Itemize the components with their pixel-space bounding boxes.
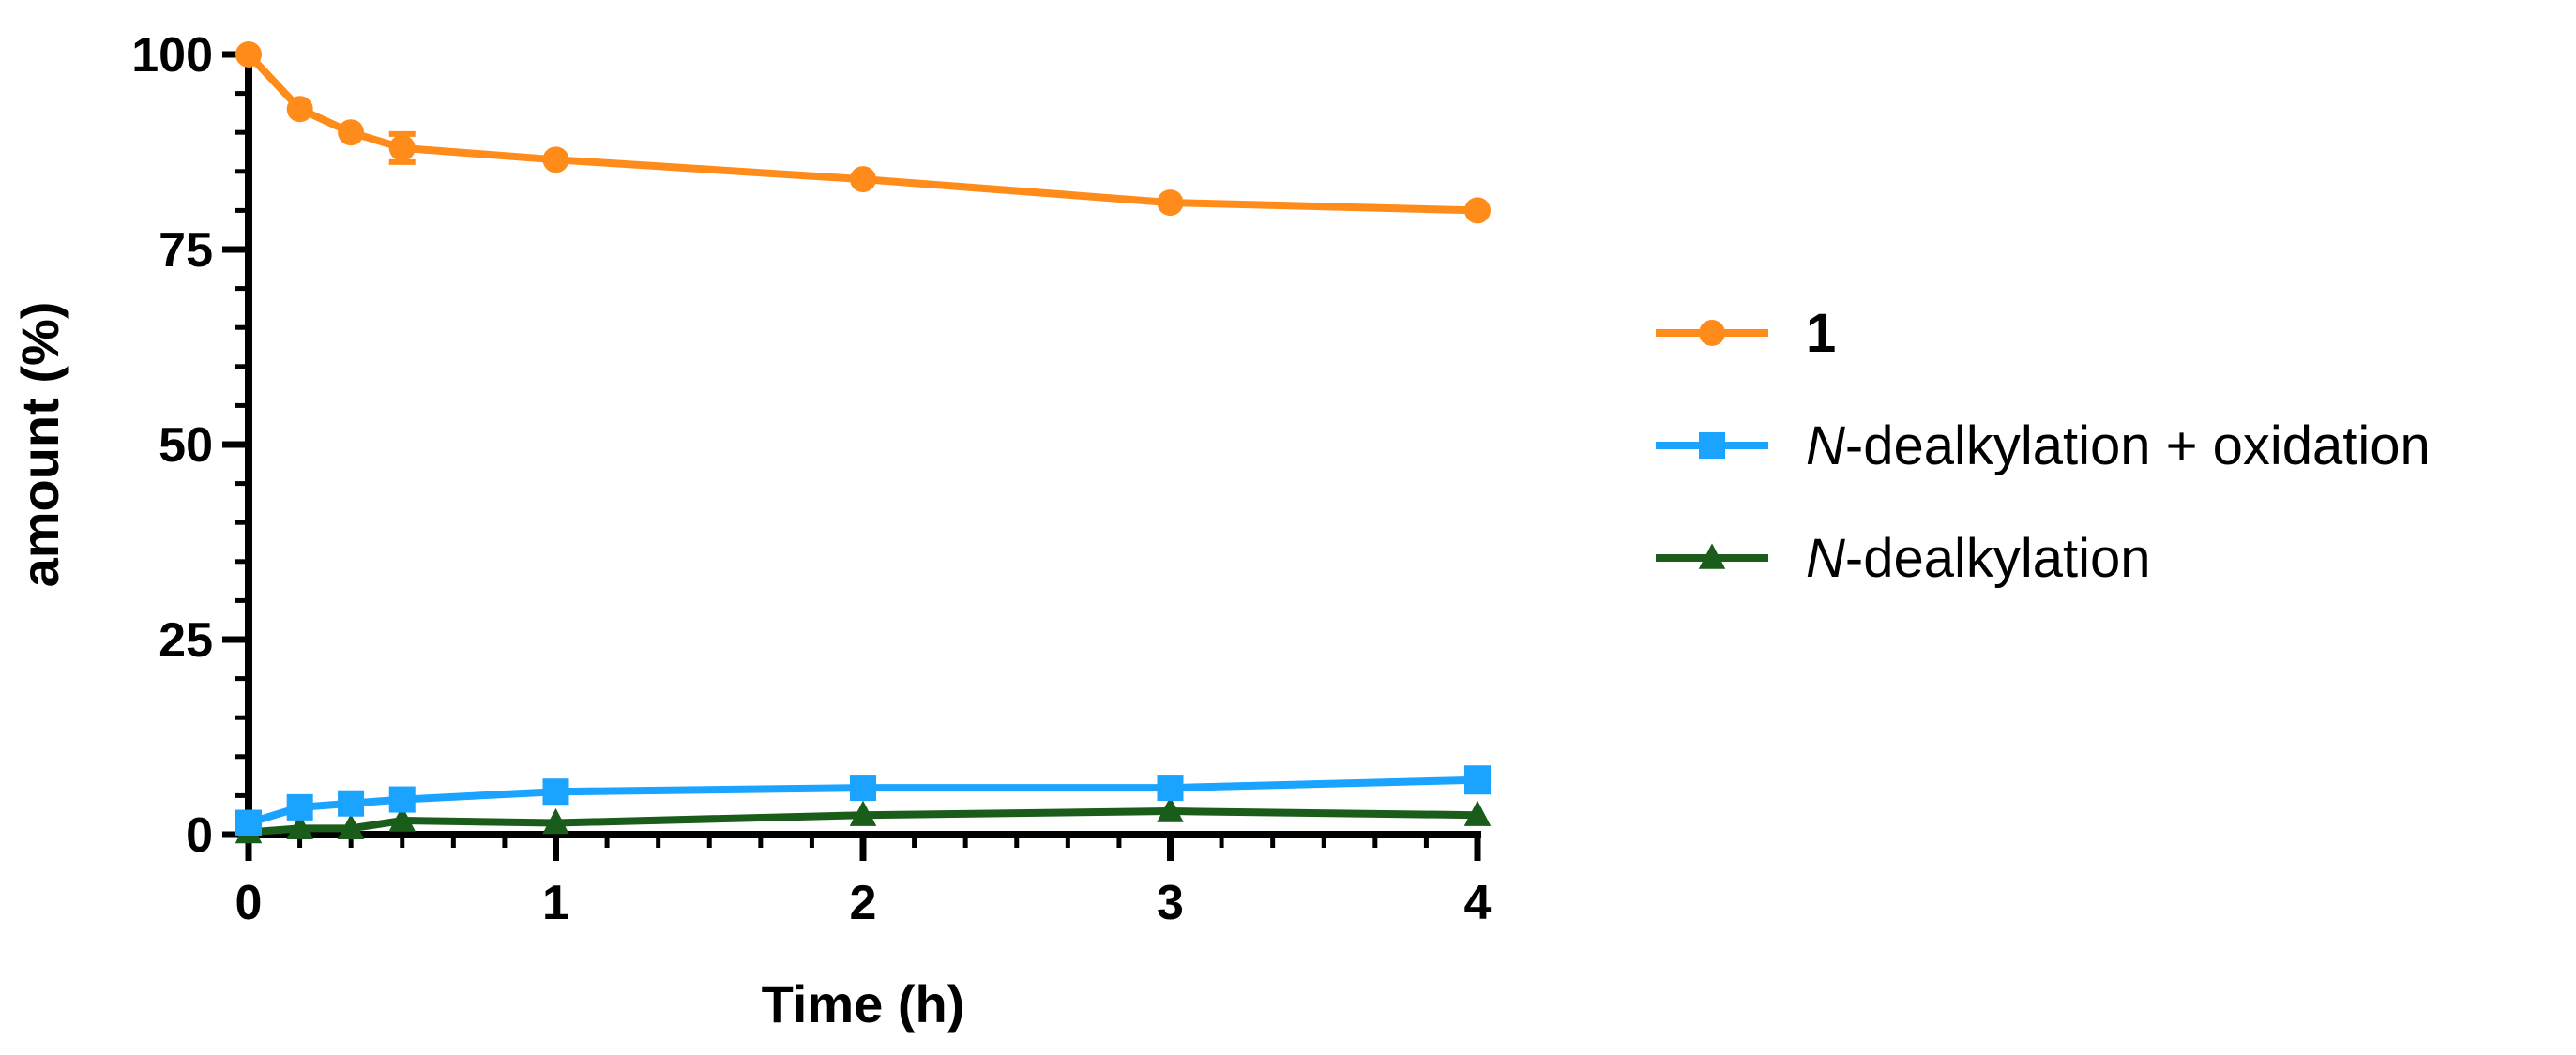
legend-marker	[1699, 432, 1725, 459]
data-point	[1157, 796, 1184, 822]
data-point	[1464, 197, 1491, 224]
data-point	[388, 806, 417, 832]
data-point	[849, 800, 877, 826]
y-tick-label: 0	[186, 808, 213, 863]
legend-label: 1	[1806, 303, 1836, 364]
data-point	[338, 119, 365, 146]
x-tick-label: 4	[1464, 876, 1492, 930]
x-tick-label: 3	[1157, 876, 1184, 930]
data-point	[1157, 775, 1184, 802]
data-point	[850, 166, 876, 193]
x-tick-label: 2	[850, 876, 877, 930]
data-point	[1464, 766, 1491, 793]
series-layer	[235, 41, 1492, 844]
legend-marker	[1698, 543, 1726, 569]
legend-label: N-dealkylation	[1806, 528, 2151, 589]
legend: 1N-dealkylation + oxidationN-dealkylatio…	[1656, 303, 2431, 589]
y-tick-label: 100	[131, 28, 213, 83]
data-point	[850, 775, 876, 802]
data-point	[338, 790, 365, 817]
series-1	[235, 41, 1491, 224]
legend-label-rest: -dealkylation	[1845, 528, 2151, 589]
legend-item-3: N-dealkylation	[1656, 528, 2151, 589]
legend-label-italic: N	[1806, 415, 1845, 476]
series-2	[235, 765, 1491, 836]
y-tick-label: 25	[159, 613, 213, 668]
legend-item-1: 1	[1656, 303, 1836, 364]
x-axis-title: Time (h)	[762, 974, 965, 1033]
x-tick-label: 1	[542, 876, 569, 930]
legend-label-italic: N	[1806, 528, 1845, 589]
data-point	[286, 793, 313, 821]
series-3	[235, 796, 1492, 844]
axes: 0 25 50 75 100 0 1 2 3 4	[131, 28, 1491, 930]
x-tick-label: 0	[235, 876, 263, 930]
legend-label-rest: -dealkylation + oxidation	[1845, 415, 2431, 476]
data-point	[542, 778, 569, 806]
data-point	[286, 813, 313, 840]
series-line	[248, 807, 1478, 836]
legend-label: N-dealkylation + oxidation	[1806, 415, 2431, 476]
data-point	[235, 809, 262, 836]
data-point	[1157, 189, 1184, 217]
data-point	[235, 41, 262, 68]
legend-item-2: N-dealkylation + oxidation	[1656, 415, 2431, 476]
data-point	[388, 786, 416, 813]
data-point	[1463, 800, 1492, 826]
data-point	[337, 813, 365, 840]
data-point	[388, 134, 416, 161]
y-tick-label: 50	[159, 418, 213, 473]
y-tick-label: 75	[159, 223, 213, 278]
data-point	[286, 96, 313, 123]
y-axis-title: amount (%)	[10, 302, 69, 588]
data-point	[542, 807, 569, 835]
data-point	[542, 146, 569, 173]
legend-marker	[1699, 320, 1725, 346]
